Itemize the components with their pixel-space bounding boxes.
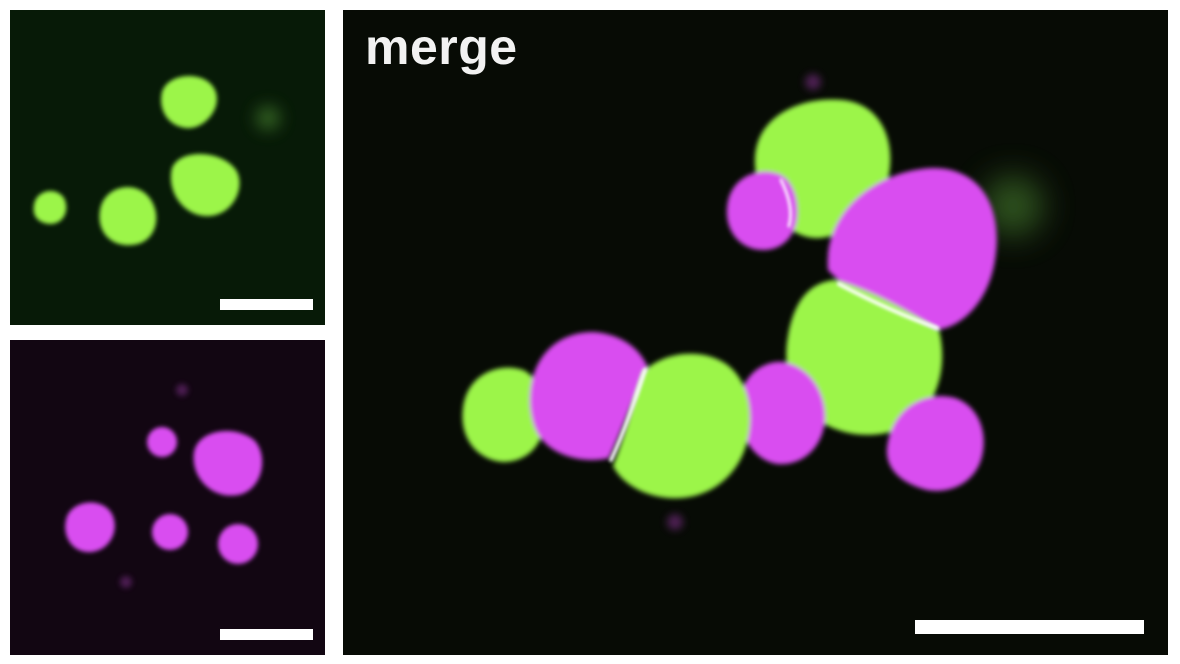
green-droplet [33,190,67,224]
panel-label-merge: merge [365,19,518,75]
merge-image [462,74,1043,530]
green-droplet [161,75,217,129]
magenta-droplet [738,361,826,465]
scale-bar [220,299,313,310]
green-droplet [786,280,943,435]
scale-bar [915,620,1144,634]
magenta-channel-image [65,384,263,588]
magenta-droplet [726,171,798,250]
magenta-droplet [886,396,984,491]
magenta-droplet [147,427,177,457]
faint-droplet [983,176,1043,236]
magenta-droplet [65,502,115,553]
interface-line [837,282,939,330]
magenta-channel-panel [10,340,325,655]
magenta-droplet [152,514,188,550]
magenta-droplet [193,430,263,496]
magenta-droplet [827,168,997,330]
faint-droplet [120,576,132,588]
green-channel-image [33,75,280,246]
faint-droplet [805,74,821,90]
interface-line [609,368,647,462]
merge-panel: merge [343,10,1168,655]
faint-droplet [256,106,280,130]
green-channel-panel [10,10,325,325]
faint-droplet [667,514,683,530]
green-droplet [170,153,240,217]
green-droplet [99,187,157,246]
scale-bar [220,629,313,640]
magenta-droplet [218,524,258,564]
faint-droplet [176,384,188,396]
interface-line [779,178,793,228]
green-droplet [613,353,750,499]
green-droplet [462,367,545,462]
magenta-droplet [529,332,648,460]
